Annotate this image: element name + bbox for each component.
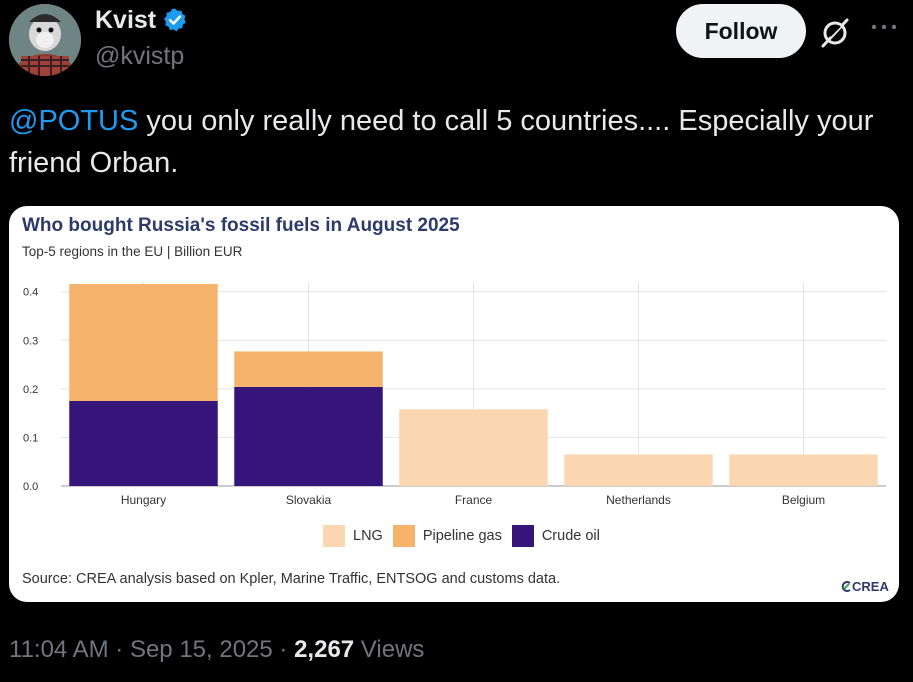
tweet-meta: 11:04 AM · Sep 15, 2025 · 2,267 Views [9,636,424,664]
legend-item-crude-oil: Crude oil [511,525,600,547]
y-tick-label: 0.3 [23,335,38,347]
legend-swatch [392,525,415,547]
user-handle[interactable]: @kvistp [95,42,185,70]
bar-lng-netherlands [564,454,713,486]
follow-button[interactable]: Follow [676,4,806,58]
legend-swatch [323,525,345,547]
bar-lng-france [399,409,548,486]
tweet-date[interactable]: Sep 15, 2025 [129,636,273,663]
tweet-header: Kvist @kvistp Follow [0,0,913,90]
y-tick-label: 0.2 [23,384,38,396]
bar-lng-belgium [729,454,878,486]
grok-icon[interactable] [818,16,852,50]
chart-plot: 0.0 0.1 0.2 0.3 0.4 Hungary Slovakia France Neth… [23,282,886,507]
tweet-body: you only really need to call 5 countries… [9,105,874,179]
x-tick-label: Slovakia [286,493,332,507]
chart-subtitle: Top-5 regions in the EU | Billion EUR [22,244,243,259]
views-count: 2,267 [294,636,355,663]
mention-link[interactable]: @POTUS [9,105,139,137]
x-tick-label: France [455,493,493,507]
x-tick-label: Belgium [782,493,825,507]
more-icon[interactable] [866,14,902,44]
chart-card[interactable]: Who bought Russia's fossil fuels in Augu… [9,206,899,602]
display-name[interactable]: Kvist [95,6,157,34]
legend-label: Crude oil [541,528,600,544]
legend-item-lng: LNG [323,525,383,547]
y-tick-label: 0.0 [23,481,38,493]
legend-item-pipeline-gas: Pipeline gas [392,525,502,547]
bar-crude-oil-slovakia [234,386,383,486]
bar-pipeline-gas-hungary [69,283,218,401]
bar-crude-oil-hungary [69,401,218,486]
x-tick-label: Netherlands [606,493,671,507]
tweet-time[interactable]: 11:04 AM [9,636,109,663]
crea-logo-text: CREA [852,579,889,594]
legend-label: Pipeline gas [422,528,502,544]
tweet-text: @POTUS you only really need to call 5 co… [9,100,904,184]
y-tick-label: 0.4 [23,287,38,299]
bar-pipeline-gas-slovakia [234,351,383,387]
avatar[interactable] [9,4,81,76]
x-tick-label: Hungary [121,493,166,507]
meta-separator: · [108,636,130,663]
y-tick-label: 0.1 [23,432,38,444]
verified-badge-icon [163,8,186,32]
crea-logo: CREA [841,579,889,594]
legend-label: LNG [353,528,383,544]
chart-legend: LNG Pipeline gas Crude oil [323,524,610,548]
source-note: Source: CREA analysis based on Kpler, Ma… [22,571,561,587]
meta-separator: · [272,636,295,663]
legend-swatch [511,525,534,547]
views-label: Views [354,636,425,663]
chart-title: Who bought Russia's fossil fuels in Augu… [22,215,460,236]
